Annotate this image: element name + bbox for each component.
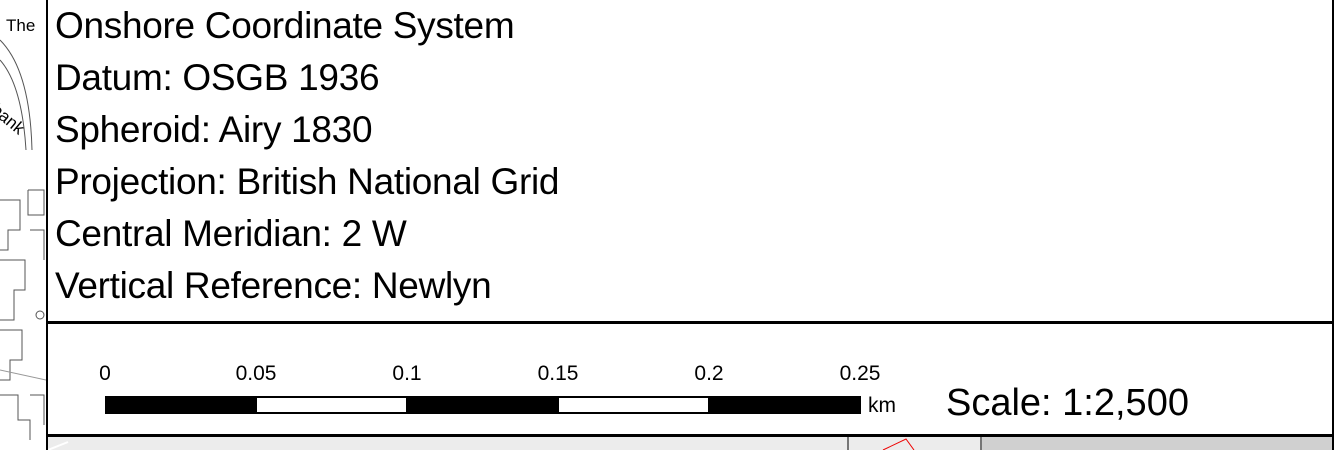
crs-datum: Datum: OSGB 1936 <box>55 57 380 98</box>
scale-ratio-text: Scale: 1:2,500 <box>946 382 1189 424</box>
scale-tick-label: 0.2 <box>694 362 724 385</box>
scale-bar-segment <box>557 396 710 414</box>
scale-bar-segment <box>708 396 861 414</box>
coordinate-system-block: Onshore Coordinate System Datum: OSGB 19… <box>55 0 560 312</box>
divider <box>48 321 1332 324</box>
scale-tick-label: 0.25 <box>839 362 881 385</box>
scale-unit-label: km <box>868 394 896 417</box>
legend-panel: Onshore Coordinate System Datum: OSGB 19… <box>46 0 1334 450</box>
crs-central-meridian: Central Meridian: 2 W <box>55 213 407 254</box>
scale-tick-label: 0 <box>99 362 111 385</box>
scale-bar-segment <box>105 396 257 414</box>
scale-tick-label: 0.15 <box>537 362 579 385</box>
crs-projection: Projection: British National Grid <box>55 161 560 202</box>
crs-spheroid: Spheroid: Airy 1830 <box>55 109 373 150</box>
scale-tick-label: 0.05 <box>235 362 277 385</box>
scale-tick-label: 0.1 <box>392 362 422 385</box>
crs-title: Onshore Coordinate System <box>55 5 515 46</box>
scale-bar-segment <box>255 396 408 414</box>
map-strip <box>0 39 46 440</box>
crs-vertical-reference: Vertical Reference: Newlyn <box>55 265 492 306</box>
scale-bar-section: 0 0.05 0.1 0.15 0.2 0.25 km Scale: 1:2,5… <box>48 324 1332 434</box>
divider <box>48 434 1332 437</box>
scale-bar-segment <box>406 396 559 414</box>
map-street-label: The <box>6 16 36 35</box>
bottom-map-preview <box>48 437 1332 450</box>
